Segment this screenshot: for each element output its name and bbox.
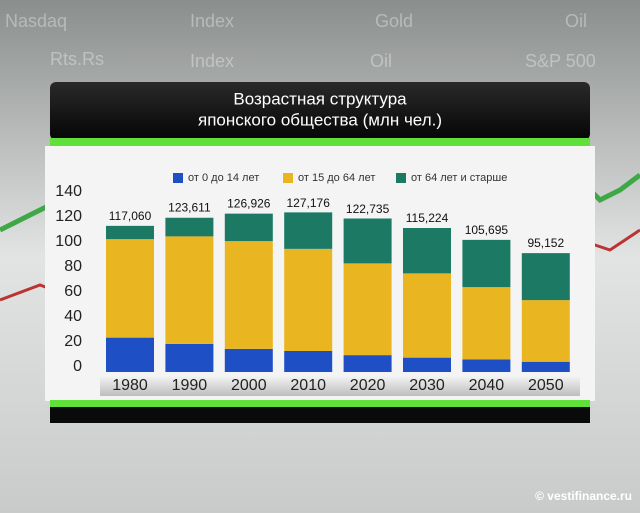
bar-segment (403, 273, 451, 358)
header-panel (50, 82, 590, 140)
bar-segment (224, 213, 273, 242)
x-tick-label: 2010 (290, 377, 326, 394)
y-tick-label: 20 (64, 333, 82, 350)
bar-segment (224, 241, 273, 349)
background-label: Rts.Rs (50, 49, 104, 69)
header-stripe (50, 138, 590, 146)
legend-swatch (173, 173, 183, 183)
y-tick-label: 140 (55, 183, 82, 200)
background-label: Oil (370, 51, 392, 71)
total-label: 95,152 (527, 236, 564, 250)
chart-title: японского общества (млн чел.) (198, 110, 442, 129)
watermark: © vestifinance.ru (535, 489, 632, 503)
bar-segment (106, 239, 154, 338)
bar-segment (343, 355, 392, 372)
total-label: 115,224 (406, 211, 449, 225)
bar-segment (106, 337, 154, 372)
y-tick-label: 0 (73, 358, 82, 375)
bar-segment (462, 287, 511, 360)
background-label: Index (190, 11, 234, 31)
legend-label: от 0 до 14 лет (188, 172, 259, 184)
bar-segment (284, 248, 333, 351)
x-tick-label: 2040 (469, 377, 505, 394)
footer-stripe (50, 400, 590, 408)
x-tick-label: 2050 (528, 377, 564, 394)
bar-segment (106, 225, 154, 240)
bar-segment (521, 361, 570, 372)
bar-segment (165, 236, 214, 344)
background-label: Oil (565, 11, 587, 31)
x-tick-label: 1990 (172, 377, 208, 394)
total-label: 123,611 (168, 201, 211, 215)
bar-segment (462, 359, 511, 372)
bar-segment (403, 228, 451, 274)
bar-segment (403, 357, 451, 372)
bar-segment (343, 263, 392, 356)
total-label: 127,176 (287, 196, 331, 210)
y-tick-label: 120 (55, 208, 82, 225)
bar-segment (284, 351, 333, 372)
total-label: 117,060 (109, 209, 152, 223)
x-tick-label: 1980 (112, 377, 148, 394)
y-tick-label: 60 (64, 283, 82, 300)
y-tick-label: 40 (64, 308, 82, 325)
legend-swatch (283, 173, 293, 183)
background-label: Nasdaq (5, 11, 67, 31)
x-tick-label: 2000 (231, 377, 267, 394)
bar-segment (284, 212, 333, 249)
bar-segment (462, 239, 511, 288)
bar-segment (165, 217, 214, 237)
total-label: 105,695 (465, 223, 509, 237)
legend-label: от 64 лет и старше (411, 172, 507, 184)
x-tick-label: 2030 (409, 377, 445, 394)
legend-label: от 15 до 64 лет (298, 172, 375, 184)
y-tick-label: 100 (55, 233, 82, 250)
total-label: 122,735 (346, 202, 390, 216)
bar-segment (165, 343, 214, 372)
bar-segment (343, 218, 392, 264)
total-label: 126,926 (227, 197, 271, 211)
y-tick-label: 80 (64, 258, 82, 275)
background-label: S&P 500 (525, 51, 596, 71)
year-strip (100, 376, 580, 396)
bar-segment (224, 348, 273, 372)
background-label: Gold (375, 11, 413, 31)
legend-swatch (396, 173, 406, 183)
x-tick-label: 2020 (350, 377, 386, 394)
footer-panel (50, 407, 590, 423)
background-label: Index (190, 51, 234, 71)
bar-segment (521, 300, 570, 362)
chart-title: Возрастная структура (233, 89, 407, 108)
bar-segment (521, 253, 570, 301)
